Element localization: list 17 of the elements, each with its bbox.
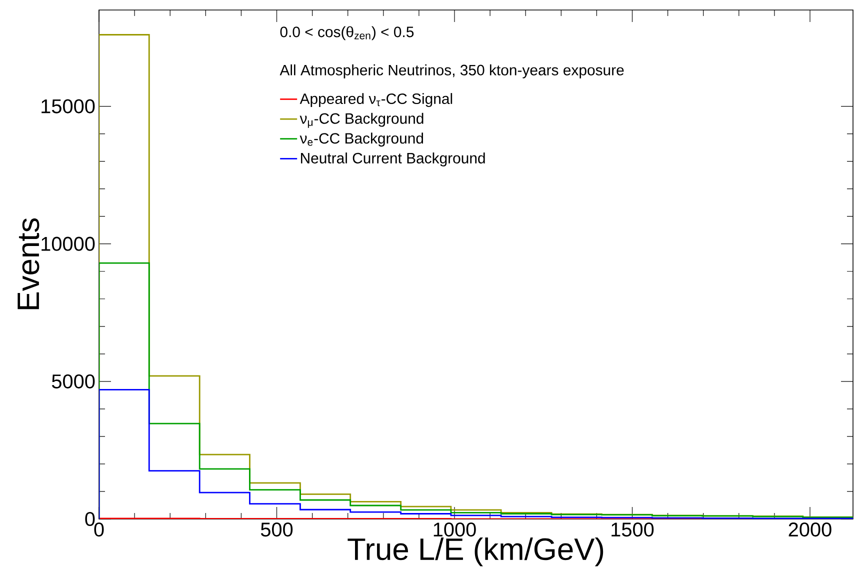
y-tick-label: 15000 [42, 99, 95, 114]
x-tick-label: 500 [260, 522, 293, 537]
x-axis-title: True L/E (km/GeV) [348, 537, 604, 566]
x-tick-label: 1000 [434, 522, 476, 537]
legend-label: ν$_{e}$-CC Background [300, 132, 424, 147]
y-tick-label: 5000 [52, 374, 95, 388]
legend-label: Neutral Current Background [301, 152, 485, 166]
legend-label: Appeared ν$_{τ}$-CC Signal [300, 93, 452, 107]
y-tick-label: 0 [85, 512, 95, 526]
x-tick-label: 2000 [788, 522, 832, 537]
legend-title: All Atmospheric Neutrinos, 350 kton-years exposure [280, 64, 624, 78]
y-tick-label: 10000 [42, 236, 95, 251]
x-tick-label: 1500 [612, 522, 654, 537]
text: 0.0 < cos(θ$_{zen}$) < 0.5 [280, 26, 414, 40]
y-axis-title: Events [18, 218, 40, 310]
legend-label: ν$_{μ}$-CC Background [300, 112, 424, 128]
x-tick-label: 0 [94, 522, 104, 537]
